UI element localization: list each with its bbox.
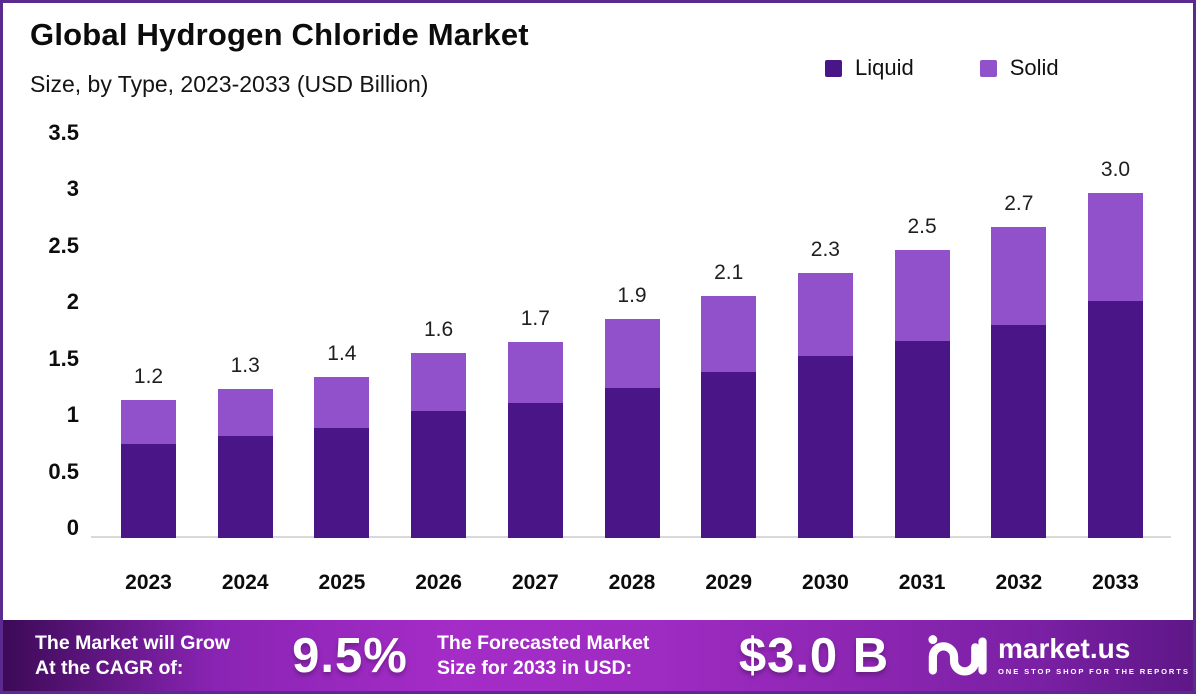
bar-liquid-2026	[411, 411, 467, 538]
legend-swatch-liquid-icon	[825, 59, 842, 77]
x-axis-label-2028: 2028	[608, 571, 656, 594]
bar-solid-2023	[121, 400, 176, 444]
brand-logo: market.us ONE STOP SHOP FOR THE REPORTS	[925, 629, 1190, 683]
cagr-label-line1: The Market will Grow	[35, 631, 231, 654]
bar-value-label-2025: 1.4	[327, 342, 357, 365]
bar-solid-2033	[1088, 193, 1143, 301]
y-axis-tick-0: 0	[66, 515, 79, 540]
bar-liquid-2033	[1088, 301, 1143, 538]
forecast-value: $3.0 B	[738, 628, 890, 683]
bar-value-label-2028: 1.9	[617, 284, 647, 307]
bar-solid-2029	[701, 296, 757, 372]
bar-value-label-2032: 2.7	[1004, 192, 1034, 215]
bar-liquid-2028	[604, 388, 660, 538]
forecast-label: The Forecasted Market Size for 2033 in U…	[437, 631, 709, 681]
x-axis-label-2025: 2025	[318, 571, 366, 594]
y-axis-tick-1.5: 1.5	[48, 345, 79, 371]
bar-solid-2026	[411, 353, 467, 411]
forecast-label-line2: Size for 2033 in USD:	[437, 656, 633, 679]
x-axis-label-2026: 2026	[415, 571, 462, 594]
bar-liquid-2031	[894, 341, 950, 538]
brand-name: market.us	[998, 633, 1131, 664]
bar-value-label-2026: 1.6	[423, 318, 454, 341]
bar-liquid-2024	[217, 436, 273, 538]
y-axis-tick-3: 3	[66, 176, 79, 202]
bar-solid-2024	[217, 389, 273, 436]
y-axis-tick-0.5: 0.5	[48, 458, 79, 484]
page-title: Global Hydrogen Chloride Market	[30, 17, 529, 52]
market-us-logo-icon	[928, 634, 987, 675]
y-axis-tick-2.5: 2.5	[48, 232, 79, 258]
brand-text: market.us ONE STOP SHOP FOR THE REPORTS	[998, 633, 1190, 677]
x-axis-label-2024: 2024	[221, 571, 269, 594]
bar-value-label-2033: 3.0	[1100, 158, 1131, 181]
bar-liquid-2023	[121, 444, 176, 538]
brand-tagline: ONE STOP SHOP FOR THE REPORTS	[998, 667, 1190, 676]
bar-solid-2027	[507, 342, 563, 403]
bar-liquid-2032	[991, 325, 1047, 538]
y-axis-tick-1: 1	[66, 402, 79, 428]
y-axis-tick-3.5: 3.5	[48, 119, 79, 145]
x-axis-label-2030: 2030	[802, 571, 849, 594]
x-axis-label-2032: 2032	[995, 571, 1043, 594]
bar-liquid-2027	[507, 403, 563, 538]
bar-solid-2028	[604, 319, 660, 388]
bar-value-label-2031: 2.5	[907, 215, 937, 238]
cagr-value: 9.5%	[292, 628, 408, 683]
footer-banner: The Market will Grow At the CAGR of: 9.5…	[3, 620, 1193, 691]
legend-swatch-solid-icon	[979, 59, 997, 77]
x-axis-label-2027: 2027	[511, 571, 559, 594]
bar-value-label-2027: 1.7	[520, 307, 550, 330]
cagr-label: The Market will Grow At the CAGR of:	[35, 631, 275, 681]
bar-liquid-2030	[797, 356, 853, 538]
page-subtitle: Size, by Type, 2023-2033 (USD Billion)	[30, 71, 429, 97]
legend: Liquid Solid	[825, 55, 1059, 81]
bar-solid-2031	[894, 250, 950, 341]
forecast-label-line1: The Forecasted Market	[437, 631, 650, 654]
bar-solid-2032	[991, 227, 1047, 325]
bar-solid-2025	[314, 377, 370, 428]
bar-value-label-2024: 1.3	[230, 354, 260, 377]
x-axis-label-2033: 2033	[1092, 571, 1139, 594]
bar-liquid-2025	[314, 428, 370, 538]
bar-value-label-2030: 2.3	[810, 238, 840, 261]
legend-item-liquid: Liquid	[825, 55, 914, 81]
bar-liquid-2029	[701, 372, 757, 538]
y-axis-tick-2: 2	[66, 289, 79, 315]
legend-label-solid: Solid	[1009, 55, 1059, 80]
chart-area: 3.5 3 2.5 2 1.5 1 0.5 0 1.2 2023 1.3 2024 1.4 2025 1.6…	[3, 3, 1193, 691]
bar-value-label-2023: 1.2	[133, 365, 164, 388]
x-axis-label-2029: 2029	[705, 571, 753, 594]
legend-label-liquid: Liquid	[855, 55, 914, 80]
x-axis-label-2023: 2023	[125, 571, 172, 594]
legend-item-solid: Solid	[979, 55, 1059, 81]
cagr-label-line2: At the CAGR of:	[35, 656, 184, 679]
x-axis-label-2031: 2031	[898, 571, 946, 594]
bar-value-label-2029: 2.1	[714, 261, 744, 284]
bar-solid-2030	[797, 273, 853, 356]
